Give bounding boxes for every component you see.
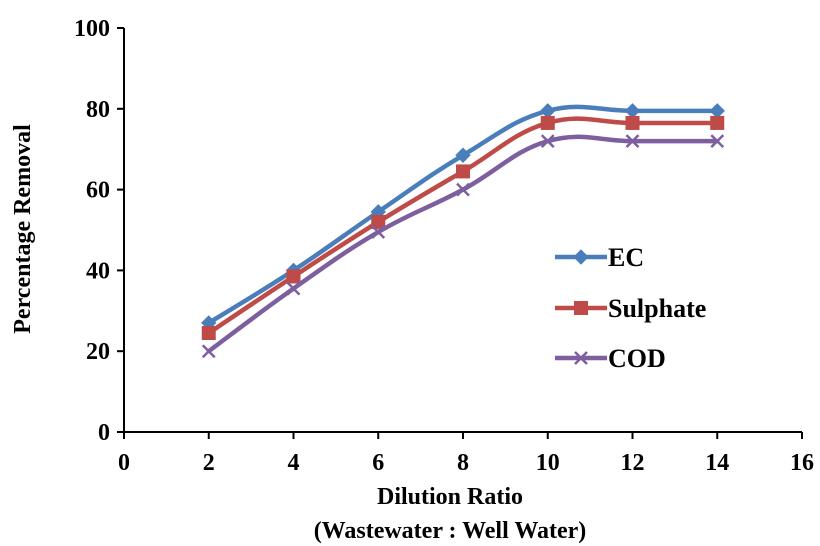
x-tick-label: 2 [203,450,215,476]
x-tick-label: 0 [118,450,130,476]
legend-label-sulphate: Sulphate [608,294,706,323]
x-tick-label: 16 [790,450,814,476]
data-point-ec [624,103,641,119]
data-point-cod [286,281,301,296]
data-point-sulphate [710,115,725,130]
data-point-sulphate [625,115,640,130]
series-group [201,103,725,359]
legend-entry-sulphate: Sulphate [555,294,706,323]
x-tick-label: 6 [372,450,384,476]
legend-marker-cod [574,351,588,365]
series-cod [201,134,725,359]
series-sulphate [201,115,725,341]
legend-marker-ec [573,249,589,265]
data-point-sulphate [456,164,470,179]
data-point-sulphate [540,115,555,130]
x-tick-label: 10 [536,450,560,476]
data-point-cod [371,225,386,239]
data-point-cod [201,344,216,359]
tick-labels: 0 20 40 60 80 100 0 2 4 6 8 10 12 14 16 [74,16,814,476]
data-point-sulphate [371,214,386,229]
y-axis-title: Percentage Removal [10,124,36,334]
data-point-ec [709,103,725,119]
y-tick-label: 100 [74,16,110,42]
legend-entry-ec: EC [555,243,644,272]
data-point-ec [455,147,471,163]
x-axis-title-line2: (Wastewater : Well Water) [314,518,587,544]
y-tick-label: 40 [86,258,110,284]
y-tick-label: 20 [86,339,110,365]
data-point-cod [540,134,555,149]
y-tick-label: 0 [98,420,110,446]
data-point-sulphate [286,269,301,284]
x-tick-label: 12 [621,450,645,476]
legend-marker-sulphate [574,301,588,315]
x-tick-label: 4 [288,450,300,476]
x-tick-label: 8 [457,450,469,476]
data-point-cod [456,182,470,197]
y-tick-label: 80 [86,97,110,123]
data-point-ec [540,103,556,119]
legend: EC Sulphate COD [555,243,706,373]
legend-label-cod: COD [608,344,666,373]
data-point-sulphate [201,326,216,341]
data-point-cod [625,134,640,149]
x-axis-title: Dilution Ratio [377,484,523,510]
legend-entry-cod: COD [555,344,666,373]
data-point-cod [710,134,725,149]
axes [117,27,803,439]
y-tick-label: 60 [86,178,110,204]
legend-label-ec: EC [608,243,644,272]
x-tick-label: 14 [705,450,729,476]
